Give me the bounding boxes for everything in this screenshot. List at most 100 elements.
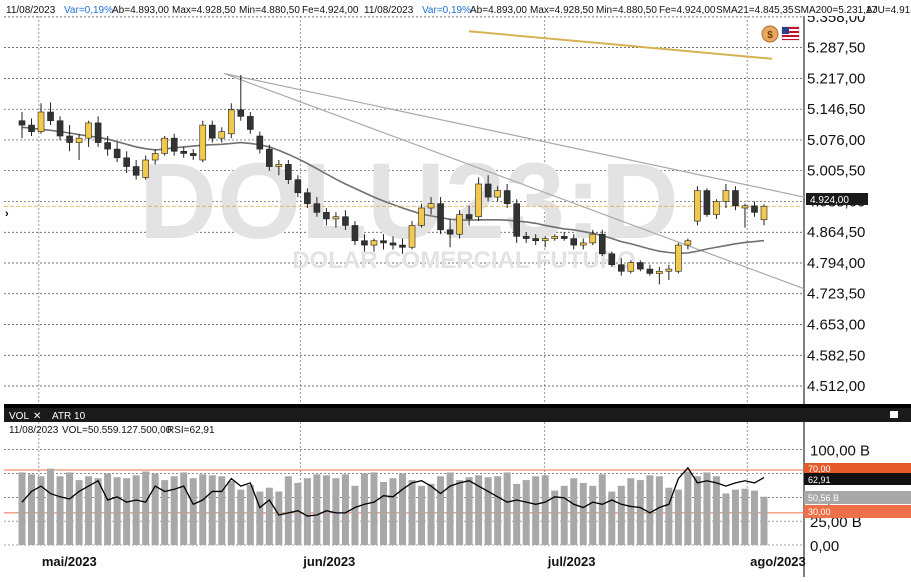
volume-bar [85,476,93,545]
volume-bar [427,483,435,545]
volume-bar [94,478,102,545]
volume-bar [113,477,121,545]
upper-panel-bg [4,0,911,404]
volume-bar [332,478,340,545]
candle-body [684,240,692,246]
volume-bar [674,489,682,545]
candle-body [75,137,83,143]
candle-body [247,116,254,130]
volume-bar [579,482,587,545]
volume-bar [389,478,397,545]
volume-bar [722,493,730,545]
candle-body [123,157,130,167]
candle-body [418,207,425,226]
candle-body [703,190,711,215]
dollar-coin-icon[interactable]: $ [761,25,779,43]
candle-body [551,236,559,239]
candle-body [589,233,597,244]
candle-body [266,148,273,167]
price-tick-label: 4.653,00 [807,317,865,334]
candle-body [161,137,168,154]
header-var-2: Var=0,19% [422,5,471,16]
candle-body [218,131,226,139]
candle-body [722,190,730,202]
volume-bar [636,480,644,545]
volume-bar [189,478,197,545]
volume-bar [104,473,112,545]
header-min: Min=4.880,50 [239,5,300,16]
candle-body [56,120,64,137]
candle-body [227,109,235,135]
candle-body [399,244,406,248]
trendlines [224,73,805,290]
volume-bar [684,471,692,545]
price-tick-label: 5.146,50 [807,101,865,118]
candle-body [741,205,749,209]
price-tag-bg [806,193,868,205]
price-tag: 4.924,00 [810,195,849,206]
candle-body [579,242,587,246]
candle-body [541,238,549,242]
trendline [224,73,805,290]
candle-body [94,122,102,143]
header-bar [4,0,911,16]
candle-body [427,203,435,209]
candle-body [18,120,26,126]
header-var: Var=0,19% [64,5,113,16]
volume-bar [408,480,416,545]
watermark-name: DOLAR COMERCIAL FUTURO [292,247,636,274]
candle-body [494,190,501,198]
candle-body [37,111,45,132]
header-open-2: Ab=4.893,00 [470,5,527,16]
tab-vol[interactable]: VOL [9,411,29,422]
candle-body [532,238,539,242]
sma200-line [468,30,773,60]
candle-body [570,238,578,246]
close-vol-tab-icon[interactable]: ✕ [33,411,41,422]
candle-body [256,135,264,150]
volume-bar [275,491,283,545]
price-tick-label: 5.287,50 [807,40,865,57]
sma21-line [21,126,765,255]
volume-bar [418,485,426,545]
volume-bar [341,474,349,545]
volume-bar [313,474,321,545]
candle-body [170,137,178,152]
volume-bar [465,477,473,545]
candle-body [484,183,492,198]
scroll-left-icon[interactable]: › [5,208,9,220]
candle-body [199,124,207,161]
candle-body [66,135,73,143]
price-tick-label: 5.076,00 [807,132,865,149]
volume-bar [161,480,169,545]
volume-bar [151,473,159,545]
volume-bar [513,483,521,545]
candle-body [665,268,673,272]
volume-bar [750,490,758,545]
lower-info-vol: VOL=50.559.127.500,00 [62,425,172,436]
header-open: Ab=4.893,00 [112,5,169,16]
volume-bar [494,476,502,545]
candle-body [237,109,245,117]
trendline [224,73,805,198]
tab-atr[interactable]: ATR 10 [52,411,86,422]
watermark: DOLU23:D DOLAR COMERCIAL FUTURO [139,140,679,274]
volume-bar [180,472,188,545]
candle-body [285,164,292,180]
volume-bar [56,476,64,545]
volume-bar [560,485,568,545]
candle-body [608,253,616,266]
candle-body [598,233,606,255]
volume-bar [66,472,74,545]
rsi-value-tag-bg [804,473,911,485]
lower-panel-header [4,408,911,422]
us-flag-icon[interactable] [781,26,800,41]
lower-panel-resize-icon[interactable] [890,411,898,418]
candle-body [437,203,444,231]
volume-bar [142,471,150,545]
candle-body [760,205,768,221]
volume-bar [503,472,511,545]
candle-body [675,244,682,272]
volume-bar [665,487,673,545]
volume-bar [399,473,407,545]
